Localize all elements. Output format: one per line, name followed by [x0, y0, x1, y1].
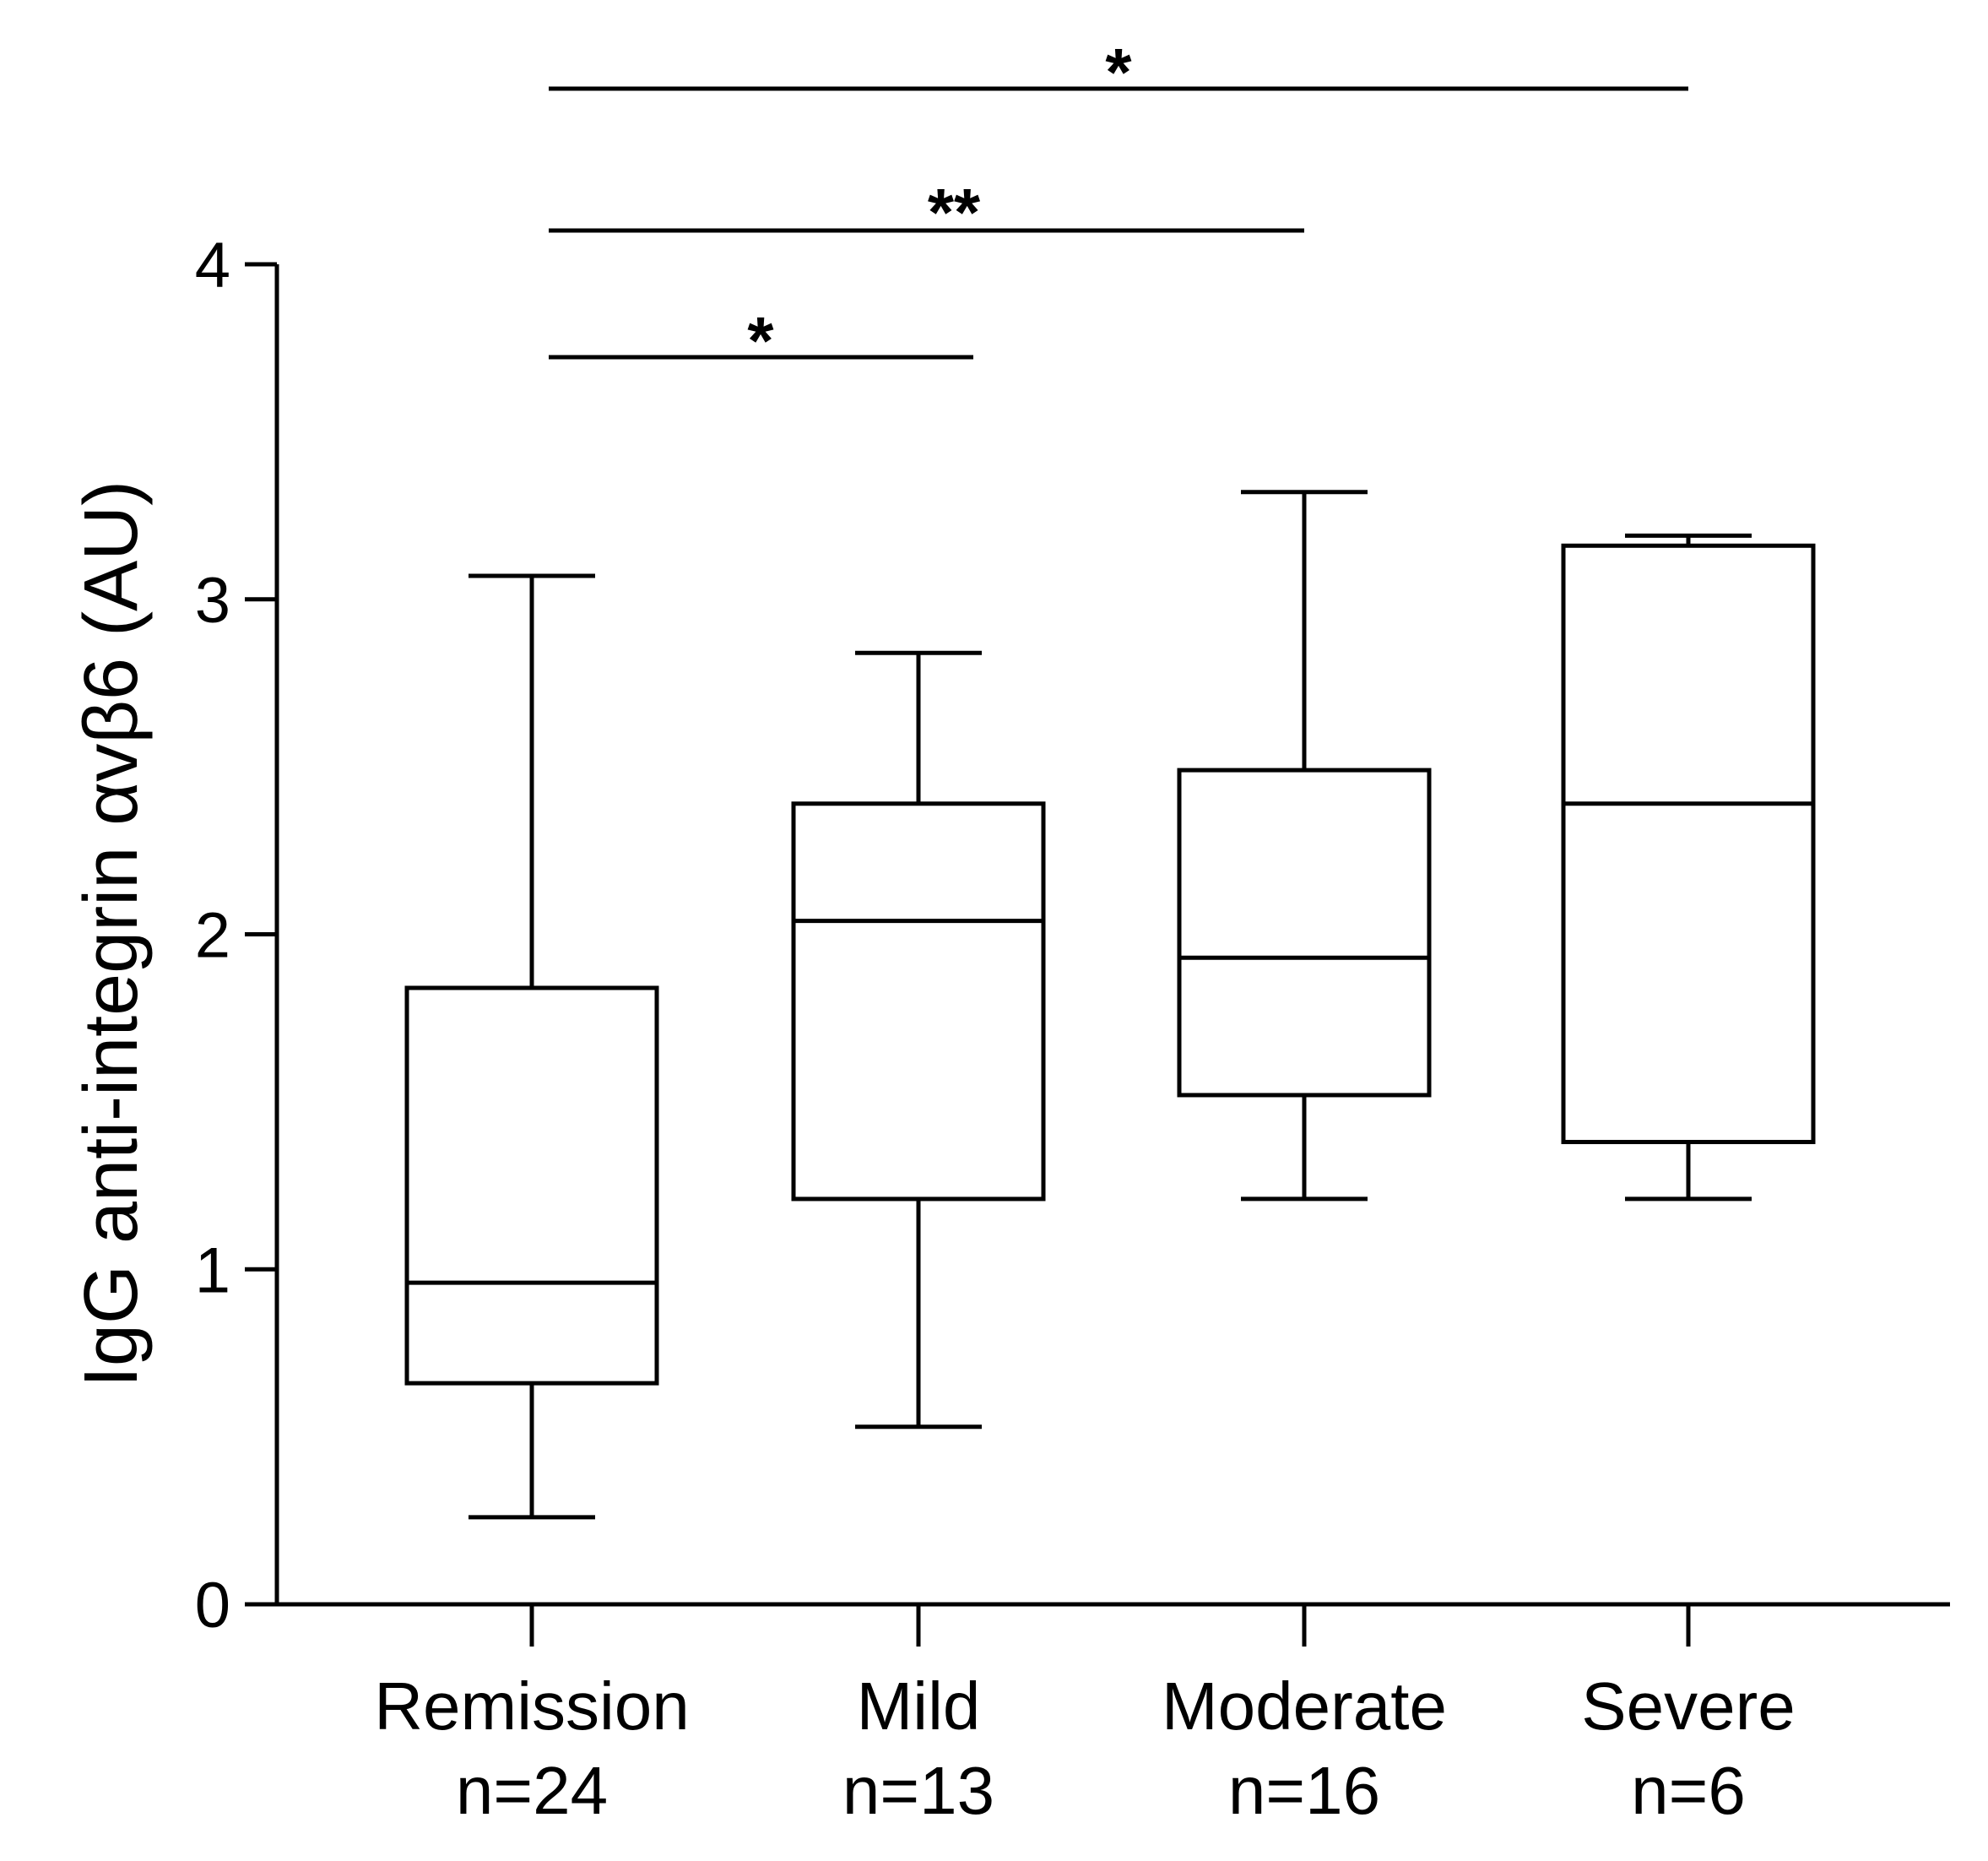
- y-tick-label: 4: [195, 230, 230, 301]
- box-moderate: [1177, 768, 1432, 1098]
- significance-label: *: [747, 303, 774, 378]
- y-tick-label: 3: [195, 565, 230, 637]
- x-category-count: n=16: [1228, 1753, 1380, 1828]
- y-tick-label: 0: [195, 1570, 230, 1641]
- y-tick-label: 1: [195, 1234, 230, 1306]
- x-category-label: Remission: [374, 1668, 689, 1744]
- y-axis-label: IgG anti-integrin αvβ6 (AU): [69, 480, 154, 1387]
- y-tick-label: 2: [195, 900, 230, 972]
- box-severe: [1561, 543, 1816, 1144]
- x-category-label: Moderate: [1162, 1668, 1447, 1744]
- x-category-count: n=13: [842, 1753, 994, 1828]
- significance-label: *: [1105, 35, 1132, 110]
- x-category-label: Severe: [1581, 1668, 1795, 1744]
- significance-label: **: [928, 175, 981, 250]
- x-category-count: n=6: [1631, 1753, 1746, 1828]
- box-mild: [791, 801, 1046, 1202]
- x-category-label: Mild: [857, 1668, 981, 1744]
- x-category-count: n=24: [456, 1753, 608, 1828]
- box-remission: [404, 985, 659, 1386]
